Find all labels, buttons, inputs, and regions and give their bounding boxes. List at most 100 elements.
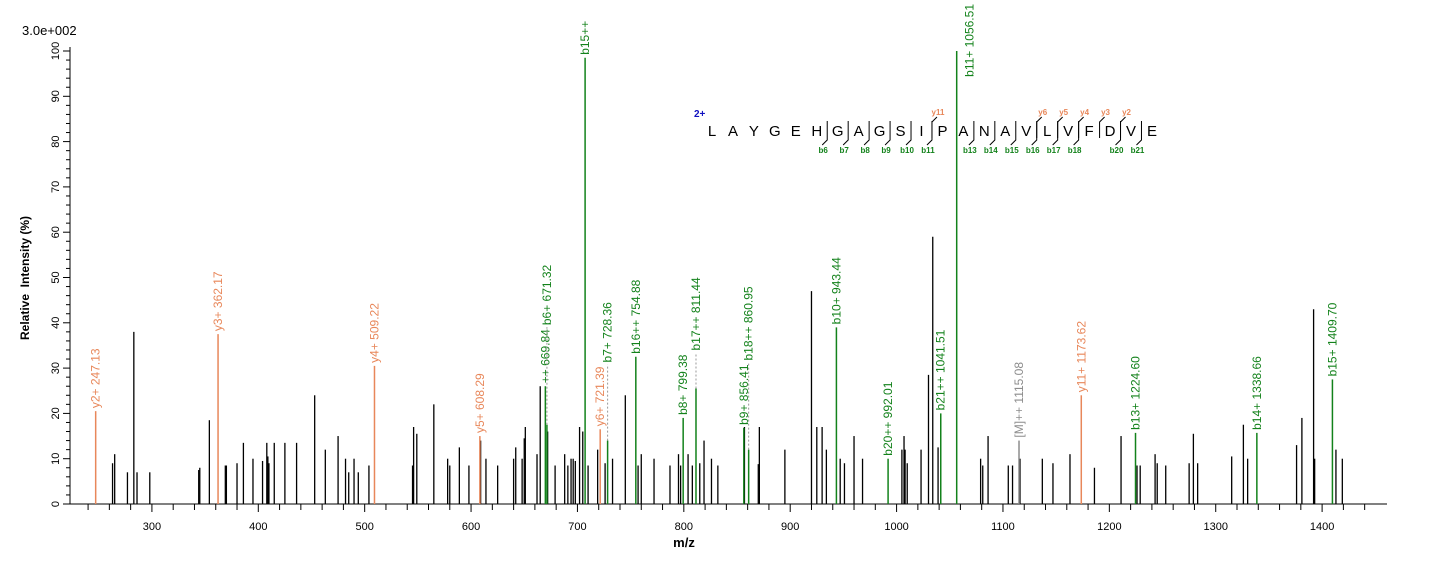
y-ion-label: y4 (1080, 108, 1089, 117)
residue: S (896, 123, 906, 140)
residue: D (1105, 123, 1116, 140)
b-ion-bracket (989, 121, 996, 146)
x-tick-label: 400 (249, 521, 267, 533)
y-tick-label: 0 (50, 501, 62, 507)
x-tick-label: 700 (568, 521, 586, 533)
x-tick-label: 1000 (884, 521, 908, 533)
peak-label: y11+ 1173.62 (1074, 321, 1088, 393)
b-ion-label: b18 (1068, 146, 1082, 155)
y-ion-bracket (1078, 116, 1084, 138)
peak-label: b17++ 811.44 (689, 277, 703, 351)
b-ion-bracket (1073, 121, 1080, 146)
residue: L (1043, 123, 1051, 140)
y-tick-label: 70 (50, 181, 62, 193)
b-ion-label: b15 (1005, 146, 1019, 155)
b-ion-label: b16 (1026, 146, 1040, 155)
residue: L (708, 123, 716, 140)
x-tick-label: 500 (355, 521, 373, 533)
peak-label: b13+ 1224.60 (1129, 356, 1143, 430)
residue: G (874, 123, 886, 140)
y-ion-bracket (931, 116, 938, 138)
peak-label: b15+ 1409.70 (1325, 302, 1339, 376)
residue: V (1063, 123, 1073, 140)
b-ion-label: b9 (881, 146, 891, 155)
b-ion-label: b11 (921, 146, 935, 155)
peak-label: y3+ 362.17 (211, 271, 225, 331)
residue: F (1085, 123, 1094, 140)
x-tick-label: 600 (462, 521, 480, 533)
y-tick-label: 40 (50, 317, 62, 329)
y-ion-bracket (1036, 116, 1043, 138)
residue: A (728, 123, 738, 140)
peak-label: b7+ 728.36 (601, 302, 615, 363)
y-ion-label: y3 (1101, 108, 1110, 117)
y-tick-label: 10 (50, 453, 62, 465)
residue: A (958, 123, 968, 140)
y-ion-bracket (1099, 116, 1105, 138)
b-ion-label: b10 (900, 146, 914, 155)
y-ion-label: y11 (932, 108, 945, 117)
b-ion-label: b21 (1131, 146, 1145, 155)
b-ion-bracket (1115, 121, 1122, 146)
y-ion-label: y5 (1059, 108, 1068, 117)
peak-label: b11+ 1056.51 (963, 4, 977, 77)
b-ion-bracket (926, 121, 933, 146)
peak-label: b10+ 943.44 (829, 257, 843, 324)
y-tick-label: 100 (50, 42, 62, 60)
x-tick-label: 300 (143, 521, 161, 533)
peak-annotations: y2+ 247.13 y3+ 362.17 y4+ 509.22 y5+ 608.29… (89, 4, 1339, 504)
peak-label: b16++ 754.88 (629, 279, 643, 353)
residue: Y (749, 123, 759, 140)
peak-label: y2+ 247.13 (89, 348, 103, 408)
b-ion-label: b7 (840, 146, 850, 155)
y-ion-bracket (1057, 116, 1064, 138)
b-ion-bracket (1136, 121, 1142, 146)
b-ion-label: b14 (984, 146, 998, 155)
b-ion-bracket (821, 121, 828, 146)
x-axis-title: m/z (673, 535, 695, 550)
residue: H (811, 123, 822, 140)
peak-label: ++ 669.84 (538, 329, 552, 383)
b-ion-bracket (884, 121, 891, 146)
y-tick-label: 60 (50, 226, 62, 238)
b-ion-bracket (905, 121, 912, 146)
y-axis-title: Relative Intensity (%) (18, 216, 32, 340)
y-ion-bracket (1120, 116, 1126, 138)
peak-label: y4+ 509.22 (367, 303, 381, 363)
b-ion-bracket (1010, 121, 1017, 146)
residue: V (1021, 123, 1031, 140)
residue: E (791, 123, 801, 140)
y-ion-label: y6 (1038, 108, 1047, 117)
residue: G (769, 123, 781, 140)
b-ion-bracket (842, 121, 849, 146)
residue: G (832, 123, 844, 140)
residue: I (919, 123, 923, 140)
b-ion-bracket (1052, 121, 1059, 146)
x-tick-label: 1300 (1203, 521, 1227, 533)
b-ion-label: b6 (819, 146, 829, 155)
peak-label: y6+ 721.39 (593, 366, 607, 426)
peaks (111, 236, 1343, 504)
y-tick-label: 50 (50, 271, 62, 283)
residue: E (1147, 123, 1157, 140)
peak-label: b21++ 1041.51 (934, 329, 948, 410)
peak-label: y5+ 608.29 (473, 373, 487, 433)
peak-label: b18++ 860.95 (742, 286, 756, 360)
b-ion-bracket (863, 121, 870, 146)
peak-label: b9+ 856.41 (737, 364, 751, 425)
y-ion-label: y2 (1122, 108, 1131, 117)
b-ion-label: b13 (963, 146, 977, 155)
axes: 300 400 500 600 700 800 900 1000 1100 1200 1300 140… (50, 42, 1387, 533)
x-tick-label: 1100 (991, 521, 1015, 533)
peak-label: b15++ (578, 21, 592, 55)
peak-label: b14+ 1338.66 (1250, 356, 1264, 430)
x-tick-label: 1200 (1097, 521, 1121, 533)
residue: N (979, 123, 990, 140)
peptide-sequence-map: 2+L A Y G E H G A G S I P A N A V L V F D V Eb6 b7 b8 b9 b10 b11 b1… (694, 108, 1157, 155)
b-ion-label: b20 (1110, 146, 1124, 155)
x-tick-label: 1400 (1310, 521, 1334, 533)
b-ion-bracket (968, 121, 975, 146)
y-tick-label: 30 (50, 362, 62, 374)
b-ion-label: b8 (860, 146, 870, 155)
